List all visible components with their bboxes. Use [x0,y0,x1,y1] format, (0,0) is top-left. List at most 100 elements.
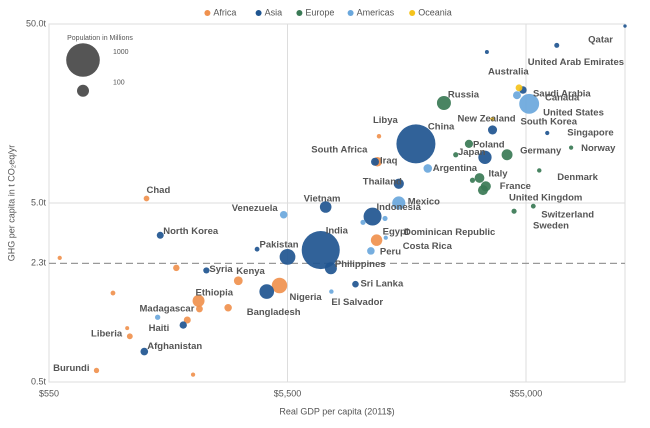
size-legend-circle [66,43,100,77]
y-tick-label: 50.0t [26,18,47,28]
point-label: United States [543,107,604,118]
bubble [371,157,380,166]
x-tick-label: $550 [39,388,59,398]
bubble [224,303,232,312]
point-label: United Arab Emirates [528,57,624,68]
bubble [623,24,627,28]
point-label: Qatar [588,35,613,46]
y-axis-label: GHG per capita in t CO₂eq/yr [6,145,16,262]
point-label: Thailand [363,176,402,187]
bubble [474,173,485,183]
point-label: China [428,121,455,132]
bubble [469,177,476,183]
bubble [519,93,540,114]
x-tick-label: $55,000 [510,388,543,398]
legend-marker [347,10,354,16]
bubble [360,219,366,225]
point-label: Nigeria [289,292,322,303]
point-label: Kenya [236,266,265,277]
point-label: Madagascar [140,303,195,314]
bubble [254,246,260,252]
bubble [568,145,574,150]
point-label: El Salvador [331,297,383,308]
bubble [233,276,243,286]
point-label: Argentina [433,163,478,174]
bubble [436,95,451,110]
point-label: Norway [581,143,616,154]
point-label: Saudi Arabia [533,88,591,99]
bubble [490,117,495,122]
point-label: France [500,181,531,192]
bubble [93,367,100,374]
bubble [515,84,523,92]
point-label: Costa Rica [403,241,453,252]
point-label: Ethiopia [196,287,234,298]
point-label: India [326,226,349,237]
point-label: Chad [147,185,171,196]
legend-label: Asia [265,7,283,17]
bubble [383,235,388,240]
point-label: Russia [448,90,480,101]
y-tick-label: 5.0t [31,197,47,207]
bubble [487,125,498,135]
x-axis-label: Real GDP per capita (2011$) [279,406,394,416]
bubble [382,215,388,222]
point-label: Pakistan [260,239,299,250]
point-label: Haiti [149,323,170,334]
point-label: Sweden [533,221,569,232]
bubble [279,248,296,265]
bubble [396,124,436,164]
bubble [143,195,150,202]
bubble [140,347,149,356]
bubble [271,277,288,294]
point-label: Iraq [380,155,398,166]
point-label: Poland [473,139,505,150]
y-tick-label: 2.3t [31,258,47,268]
bubble [192,294,205,307]
point-label: South Korea [521,116,578,127]
point-label: Syria [209,264,233,275]
bubble [453,152,459,158]
point-label: Philippines [335,259,386,270]
bubble [363,207,382,226]
point-label: Mexico [408,197,440,208]
bubble [259,284,275,299]
bubble [511,208,517,214]
bubble [329,289,334,294]
legend-label: Africa [213,7,236,17]
bubble [554,42,560,48]
size-legend-label: 100 [113,80,125,87]
x-tick-label: $5,500 [274,388,302,398]
point-label: Venezuela [232,203,279,214]
point-label: Germany [520,145,562,156]
size-legend-circle [77,84,89,97]
legend-marker [409,10,416,16]
point-label: Liberia [91,329,123,340]
bubble [179,321,187,329]
legend-marker [204,10,211,16]
bubble [183,316,191,324]
point-label: Bangladesh [247,307,301,318]
bubble [173,264,180,272]
bubble [423,164,433,173]
bubble [367,247,375,255]
point-label: Libya [373,115,399,126]
bubble [376,134,382,139]
point-label: Dominican Republic [404,227,495,238]
point-label: Vietnam [304,194,341,205]
size-legend-label: 1000 [113,49,129,56]
bubble [352,280,359,288]
point-label: Switzerland [541,210,594,221]
point-label: Australia [488,66,529,77]
point-label: Peru [380,246,401,257]
bubble [537,168,542,173]
bubble [477,185,488,196]
y-tick-label: 0.5t [31,376,47,386]
bubble [501,149,513,161]
bubble [319,201,332,213]
bubble [110,290,116,296]
point-label: United Kingdom [509,193,582,204]
bubble [530,203,536,209]
legend-label: Oceania [418,7,452,17]
